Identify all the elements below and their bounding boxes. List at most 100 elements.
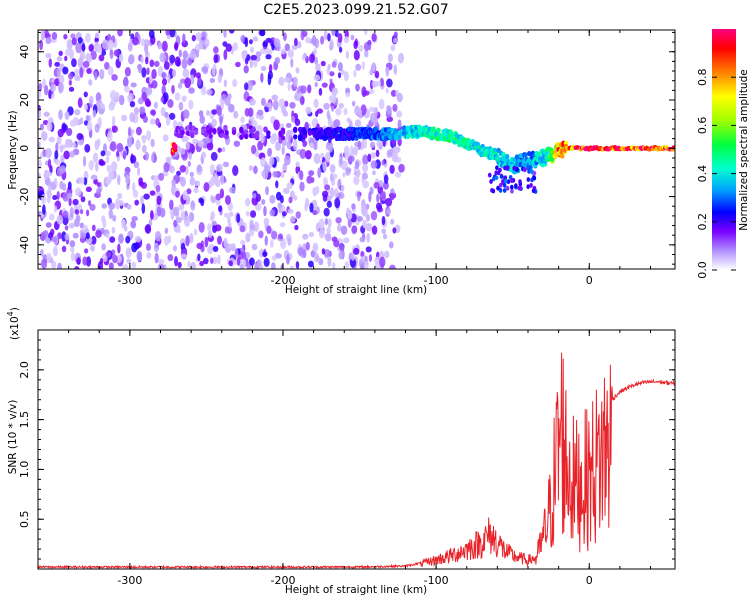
x-tick-label: -200 [271, 574, 296, 587]
heatmap-noise-cell [87, 121, 93, 132]
heatmap-noise-cell [370, 152, 376, 159]
heatmap-noise-cell [140, 195, 144, 206]
heatmap-noise-cell [362, 219, 368, 229]
heatmap-noise-cell [109, 236, 116, 243]
heatmap-noise-cell [326, 200, 332, 208]
heatmap-noise-cell [215, 193, 222, 201]
heatmap-ridge-cell [307, 130, 313, 136]
heatmap-noise-cell [41, 194, 47, 205]
heatmap-noise-cell [503, 178, 508, 184]
heatmap-noise-cell [224, 226, 230, 234]
heatmap-noise-cell [91, 235, 97, 245]
heatmap-noise-cell [125, 174, 130, 185]
heatmap-noise-cell [315, 185, 320, 195]
heatmap-noise-cell [153, 175, 159, 181]
heatmap-noise-cell [98, 158, 104, 166]
heatmap-noise-cell [357, 140, 362, 151]
heatmap-noise-cell [201, 66, 208, 73]
heatmap-noise-cell [392, 150, 398, 161]
heatmap-noise-cell [130, 154, 137, 164]
heatmap-noise-cell [518, 179, 522, 185]
heatmap-noise-cell [315, 110, 319, 118]
heatmap-noise-cell [227, 243, 234, 250]
heatmap-noise-cell [365, 246, 372, 253]
heatmap-noise-cell [76, 132, 84, 141]
heatmap-noise-cell [264, 102, 271, 108]
heatmap-noise-cell [240, 34, 246, 43]
heatmap-noise-cell [315, 255, 320, 262]
heatmap-noise-cell [153, 101, 158, 109]
heatmap-noise-cell [398, 163, 405, 173]
heatmap-noise-cell [82, 60, 90, 68]
heatmap-noise-cell [347, 217, 352, 228]
heatmap-noise-cell [74, 68, 79, 75]
heatmap-noise-cell [326, 110, 330, 120]
heatmap-noise-cell [269, 194, 276, 204]
heatmap-noise-cell [69, 206, 74, 218]
heatmap-noise-cell [92, 152, 99, 163]
heatmap-noise-cell [188, 99, 194, 110]
heatmap-noise-cell [248, 39, 253, 45]
heatmap-noise-cell [140, 181, 148, 189]
heatmap-noise-cell [340, 184, 345, 193]
heatmap-noise-cell [150, 138, 155, 148]
heatmap-noise-cell [63, 150, 70, 160]
heatmap-noise-cell [356, 215, 364, 222]
heatmap-noise-cell [172, 206, 180, 217]
heatmap-noise-cell [372, 170, 376, 176]
heatmap-noise-cell [210, 257, 214, 265]
heatmap-noise-cell [244, 107, 250, 117]
heatmap-noise-cell [523, 167, 527, 173]
heatmap-noise-cell [68, 141, 74, 148]
heatmap-noise-cell [293, 195, 298, 202]
heatmap-noise-cell [397, 119, 402, 129]
heatmap-noise-cell [393, 31, 398, 38]
heatmap-noise-cell [180, 210, 186, 221]
heatmap-noise-cell [111, 74, 118, 81]
heatmap-noise-cell [77, 37, 83, 44]
heatmap-noise-cell [216, 163, 223, 172]
heatmap-ridge-cell [193, 129, 199, 136]
heatmap-noise-cell [327, 63, 331, 70]
heatmap-noise-cell [365, 214, 370, 222]
heatmap-noise-cell [494, 170, 498, 176]
heatmap-ridge-cell [560, 153, 565, 159]
heatmap-noise-cell [134, 235, 142, 243]
heatmap-noise-cell [167, 73, 171, 84]
heatmap-noise-cell [257, 140, 264, 151]
heatmap-noise-cell [327, 218, 332, 228]
heatmap-noise-cell [250, 210, 257, 218]
heatmap-noise-cell [369, 69, 374, 76]
heatmap-noise-cell [108, 101, 115, 111]
heatmap-marks [38, 30, 675, 269]
heatmap-noise-cell [145, 243, 151, 252]
colorbar-tick-label: 0.2 [696, 213, 709, 231]
heatmap-noise-cell [46, 121, 53, 132]
heatmap-noise-cell [115, 150, 120, 158]
y-tick-label: 2.0 [18, 361, 31, 379]
heatmap-noise-cell [333, 239, 340, 248]
heatmap-noise-cell [314, 81, 318, 88]
heatmap-noise-cell [79, 117, 84, 125]
heatmap-noise-cell [305, 37, 311, 44]
heatmap-noise-cell [81, 42, 86, 52]
heatmap-noise-cell [228, 211, 234, 217]
heatmap-noise-cell [345, 50, 350, 59]
colorbar: 0.0 0.2 0.4 0.6 0.8 Normalized spectral ampl… [696, 29, 750, 279]
heatmap-noise-cell [332, 173, 338, 180]
heatmap-noise-cell [353, 175, 360, 186]
heatmap-noise-cell [156, 206, 162, 217]
heatmap-noise-cell [108, 202, 116, 210]
heatmap-noise-cell [105, 251, 112, 258]
heatmap-noise-cell [247, 80, 253, 91]
heatmap-noise-cell [531, 188, 536, 194]
heatmap-noise-cell [286, 182, 293, 190]
heatmap-noise-cell [376, 139, 383, 148]
heatmap-noise-cell [359, 236, 366, 243]
heatmap-ridge-cell [224, 130, 229, 136]
heatmap-noise-cell [250, 46, 255, 53]
heatmap-noise-cell [302, 249, 307, 259]
heatmap-noise-cell [287, 237, 292, 246]
heatmap-noise-cell [45, 171, 53, 177]
